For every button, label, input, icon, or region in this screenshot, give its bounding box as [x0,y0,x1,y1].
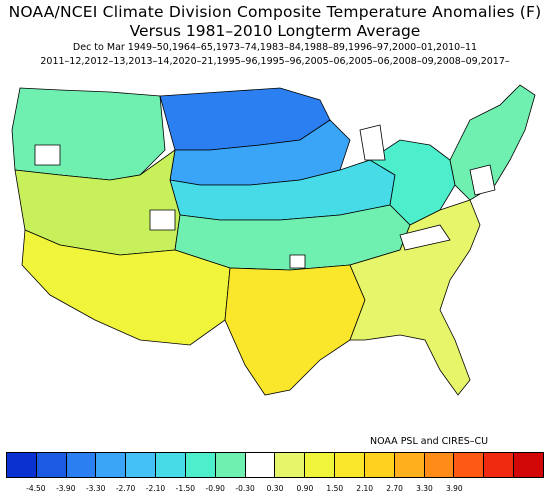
legend-swatch [36,453,67,477]
legend-swatch [245,453,276,477]
legend-swatch [424,453,455,477]
legend-tick-label: 3.90 [445,484,463,493]
legend-swatch [454,453,485,477]
map-subtitle: Versus 1981–2010 Longterm Average [129,22,421,40]
region-southwest [21,229,231,346]
legend-swatch [7,453,37,477]
legend-tick-label: 2.70 [386,484,403,493]
legend-swatch [275,453,306,477]
legend-swatch [215,453,246,477]
legend-tick-label: -1.50 [175,484,196,493]
region-missing-data [34,124,496,269]
legend-swatch [514,453,543,477]
season-years-line-2: 2011–12,2012–13,2013–14,2020–21,1995–96,… [40,56,510,67]
legend-tick-label: -2.70 [115,484,136,493]
legend-swatch [66,453,97,477]
legend-tick-label: -2.10 [145,484,166,493]
legend-swatch [335,453,365,477]
legend-swatch [185,453,216,477]
legend-swatch [156,453,186,477]
legend-swatch [305,453,336,477]
legend-tick-label: 1.50 [326,484,344,493]
region-south [224,264,366,396]
data-credit: NOAA PSL and CIRES–CU [370,436,489,447]
legend-swatch [364,453,395,477]
map-title: NOAA/NCEI Climate Division Composite Tem… [8,3,542,21]
legend-swatch [96,453,127,477]
legend-tick-label: -0.90 [205,484,225,493]
legend-tick-label: 0.30 [266,484,284,493]
legend-tick-label: 3.30 [416,484,433,493]
legend-swatch [484,453,515,477]
region-great-lakes [369,139,456,226]
legend-tick-label: -4.50 [26,484,46,493]
region-southeast [349,199,481,396]
legend-tick-labels: -4.50 -3.90 -3.30 -2.70 -2.10 -1.50 -0.90 -0.30… [0,484,550,494]
legend-tick-label: 2.10 [356,484,374,493]
legend-swatch [126,453,157,477]
us-climate-division-map [11,84,536,396]
legend-tick-label: -3.30 [85,484,106,493]
legend-tick-label: -3.90 [56,484,76,493]
legend-swatch [394,453,425,477]
color-legend [6,452,544,478]
legend-tick-label: 0.90 [296,484,314,493]
legend-tick-label: -0.30 [235,484,255,493]
season-years-line-1: Dec to Mar 1949–50,1964–65,1973–74,1983–… [72,42,478,53]
region-northwest [11,87,166,181]
